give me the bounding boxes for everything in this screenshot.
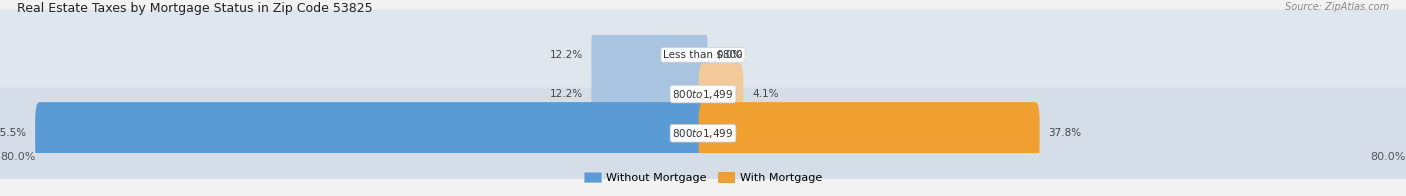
FancyBboxPatch shape <box>699 63 744 125</box>
Text: 4.1%: 4.1% <box>752 89 779 99</box>
Text: 75.5%: 75.5% <box>0 128 27 138</box>
FancyBboxPatch shape <box>0 49 1406 140</box>
FancyBboxPatch shape <box>592 63 707 125</box>
Text: 12.2%: 12.2% <box>550 89 582 99</box>
FancyBboxPatch shape <box>592 24 707 86</box>
Text: $800 to $1,499: $800 to $1,499 <box>672 127 734 140</box>
FancyBboxPatch shape <box>0 9 1406 100</box>
Legend: Without Mortgage, With Mortgage: Without Mortgage, With Mortgage <box>579 168 827 187</box>
FancyBboxPatch shape <box>0 88 1406 179</box>
Text: 80.0%: 80.0% <box>1371 152 1406 162</box>
Text: 37.8%: 37.8% <box>1049 128 1081 138</box>
Text: 80.0%: 80.0% <box>0 152 35 162</box>
FancyBboxPatch shape <box>699 102 1039 164</box>
Text: 12.2%: 12.2% <box>550 50 582 60</box>
Text: 0.0%: 0.0% <box>716 50 742 60</box>
Text: $800 to $1,499: $800 to $1,499 <box>672 88 734 101</box>
Text: Real Estate Taxes by Mortgage Status in Zip Code 53825: Real Estate Taxes by Mortgage Status in … <box>17 2 373 15</box>
FancyBboxPatch shape <box>35 102 707 164</box>
Text: Less than $800: Less than $800 <box>664 50 742 60</box>
Text: Source: ZipAtlas.com: Source: ZipAtlas.com <box>1285 2 1389 12</box>
